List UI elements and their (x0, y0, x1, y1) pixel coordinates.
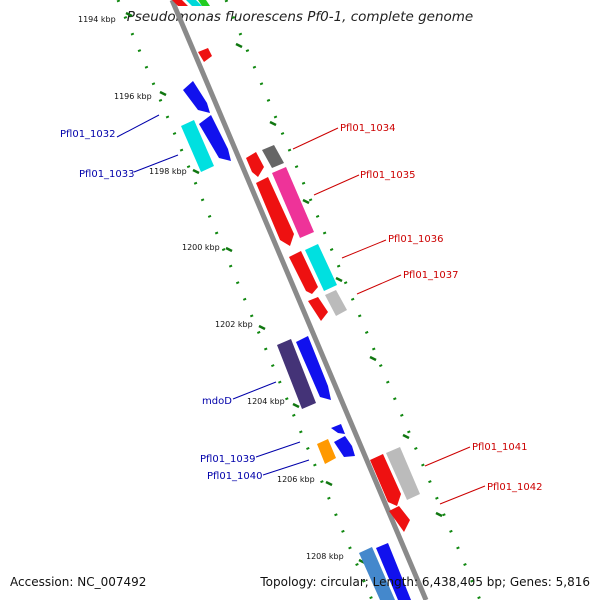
tick-label-1200: 1200 kbp (182, 243, 220, 252)
gene-blue-bottom[interactable] (376, 543, 411, 600)
gene-red-1041[interactable] (370, 454, 401, 506)
gene-cyan-1036[interactable] (305, 244, 337, 291)
genome-title: Pseudomonas fluorescens Pf0-1, complete … (126, 9, 474, 25)
tick-label-1206: 1206 kbp (277, 475, 315, 484)
gene-blue-1033[interactable] (199, 115, 231, 161)
gene-steelblue-bottom[interactable] (359, 547, 395, 600)
genome-backbone (169, 0, 429, 600)
gene-red-1042[interactable] (389, 506, 410, 532)
gene-red-1036[interactable] (289, 251, 318, 294)
label-Pfl01_1037: Pfl01_1037 (403, 270, 459, 281)
right-dotted-track (224, 0, 482, 600)
forward-strand-genes (181, 81, 411, 600)
gene-lightgrey-1041[interactable] (386, 447, 420, 500)
label-Pfl01_1034: Pfl01_1034 (340, 123, 396, 134)
label-Pfl01_1033: Pfl01_1033 (79, 169, 135, 180)
label-Pfl01_1040: Pfl01_1040 (207, 471, 263, 482)
gene-mdoD-blue[interactable] (296, 336, 331, 400)
gene-blue-small[interactable] (331, 424, 345, 434)
gene-top-partial-cyan[interactable] (186, 0, 202, 6)
label-mdoD: mdoD (202, 396, 232, 407)
tick-label-1202: 1202 kbp (215, 320, 253, 329)
gene-lightgrey-1037[interactable] (325, 290, 347, 316)
accession-text: Accession: NC_007492 (10, 575, 147, 589)
gene-blue-upper[interactable] (183, 81, 210, 113)
left-dotted-track (116, 0, 374, 600)
gene-mdoD-purple[interactable] (277, 339, 316, 409)
tick-label-1204: 1204 kbp (247, 397, 285, 406)
label-Pfl01_1042: Pfl01_1042 (487, 482, 543, 493)
gene-magenta-1035[interactable] (272, 167, 314, 238)
topology-text: Topology: circular; Length: 6,438,405 bp… (260, 575, 590, 589)
gene-red-1037[interactable] (308, 297, 328, 321)
tick-label-1194: 1194 kbp (78, 15, 116, 24)
label-Pfl01_1035: Pfl01_1035 (360, 170, 416, 181)
label-Pfl01_1039: Pfl01_1039 (200, 454, 256, 465)
gene-top-partial-red[interactable] (172, 0, 188, 6)
gene-cyan-1032[interactable] (181, 120, 214, 172)
tick-label-1208: 1208 kbp (306, 552, 344, 561)
gene-blue-1040[interactable] (334, 436, 355, 457)
label-Pfl01_1036: Pfl01_1036 (388, 234, 444, 245)
tick-label-1198: 1198 kbp (149, 167, 187, 176)
tick-label-1196: 1196 kbp (114, 92, 152, 101)
reverse-strand-genes (172, 0, 420, 532)
gene-red-1035[interactable] (256, 177, 294, 246)
label-leaders (116, 114, 486, 505)
gene-small-red-top[interactable] (198, 48, 212, 62)
label-Pfl01_1041: Pfl01_1041 (472, 442, 528, 453)
gene-orange-1039[interactable] (317, 439, 336, 464)
gene-top-partial-green[interactable] (198, 0, 210, 6)
gene-grey-1034[interactable] (262, 145, 284, 168)
label-Pfl01_1032: Pfl01_1032 (60, 129, 116, 140)
gene-red-1034[interactable] (246, 152, 264, 177)
